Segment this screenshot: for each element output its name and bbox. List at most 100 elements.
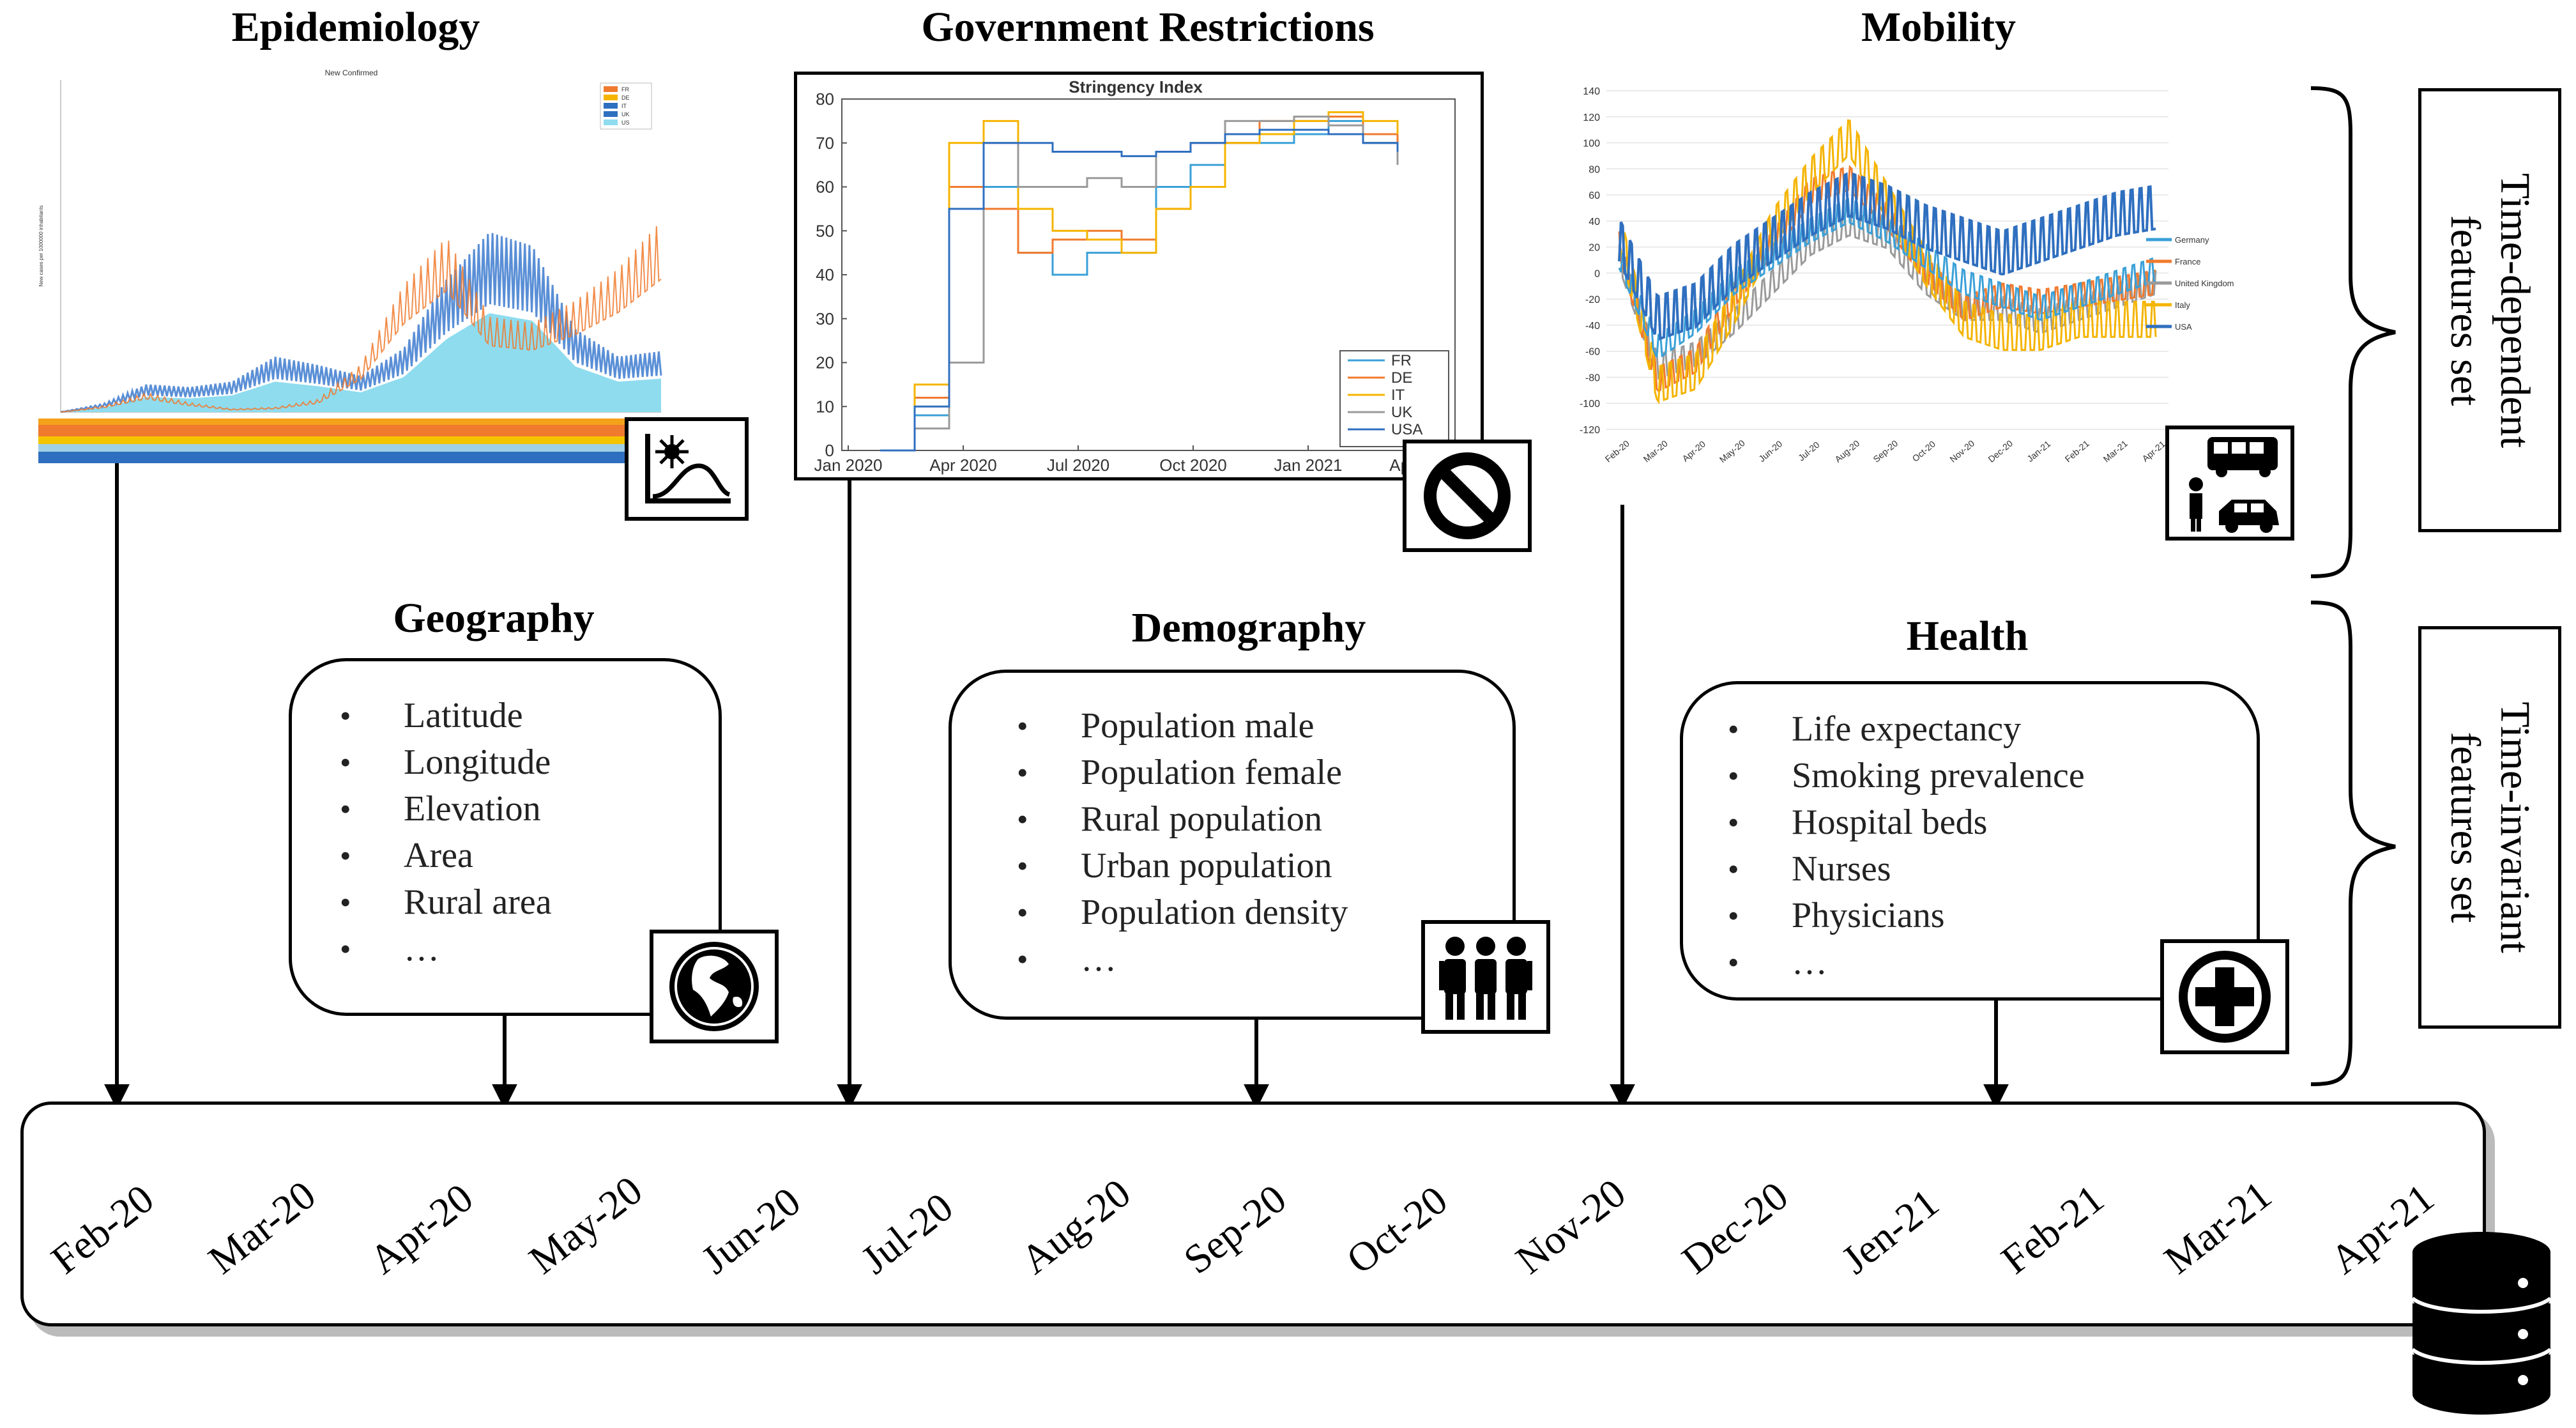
epidemiology-title: Epidemiology (231, 4, 480, 50)
series-line-fr (60, 226, 662, 413)
prohibition-icon (1424, 452, 1511, 539)
y-tick-label: 40 (816, 265, 834, 284)
list-item: Physicians (1728, 893, 2085, 939)
government-restrictions-title: Government Restrictions (921, 4, 1375, 50)
x-tick-label: Oct 2020 (1159, 456, 1227, 475)
list-item: Life expectancy (1728, 706, 2085, 753)
globe-icon (669, 942, 759, 1031)
y-tick-label: 0 (825, 441, 834, 460)
y-tick-label: 100 (1583, 139, 1600, 150)
list-item: Latitude (340, 693, 552, 739)
list-item: Smoking prevalence (1728, 753, 2085, 799)
prohibition-icon-box (1403, 440, 1532, 552)
people-group-icon-box (1421, 920, 1550, 1034)
bus-person-car-icon-box (2165, 426, 2294, 541)
legend-label: USA (1391, 421, 1422, 438)
legend-label: UK (621, 111, 630, 118)
bus-person-car-icon (2189, 437, 2279, 533)
globe-icon-box (650, 930, 779, 1043)
stringency-chart-panel: Stringency Index 0 10 20 30 40 50 60 70 80 Jan 202… (794, 72, 1484, 480)
legend-label: DE (621, 95, 630, 101)
y-tick-label: -100 (1580, 399, 1600, 410)
y-tick-label: 30 (816, 309, 834, 328)
legend-label: Germany (2175, 235, 2209, 245)
y-tick-label: 0 (1594, 268, 1600, 279)
demography-list: Population male Population female Rural … (1017, 703, 1348, 983)
medical-cross-icon (2179, 951, 2271, 1043)
list-item: Hospital beds (1728, 799, 2085, 846)
people-group-icon (1439, 937, 1532, 1020)
legend-swatch (604, 119, 618, 125)
legend-label: France (2175, 257, 2200, 266)
list-item: Urban population (1017, 843, 1348, 889)
legend-label: UK (1391, 404, 1412, 421)
series-line-us (60, 233, 662, 413)
y-tick-label: -120 (1580, 425, 1600, 436)
mobility-title: Mobility (1861, 4, 2016, 50)
mobility-chart: 140120100806040200-20-40-60-80-100-120Fe… (1580, 86, 2234, 464)
health-title: Health (1906, 613, 2029, 659)
geography-title: Geography (393, 595, 595, 641)
legend-swatch (604, 86, 618, 92)
health-list: Life expectancy Smoking prevalence Hospi… (1728, 706, 2085, 986)
legend-label: United Kingdom (2175, 279, 2234, 288)
y-tick-label: -80 (1585, 372, 1600, 383)
y-tick-label: -40 (1585, 321, 1600, 332)
y-tick-label: 70 (816, 134, 834, 153)
y-tick-label: 50 (816, 221, 834, 240)
series-line-germany (1618, 197, 2156, 358)
y-tick-label: 140 (1583, 86, 1600, 97)
epidemic-curve-icon-box (625, 417, 749, 521)
y-tick-label: 20 (816, 353, 834, 372)
x-tick-label: Jan 2021 (1274, 456, 1343, 475)
database-icon (2411, 1232, 2552, 1415)
x-tick-label: Jul 2020 (1047, 456, 1109, 475)
y-tick-label: 60 (1589, 190, 1600, 201)
list-item: … (1728, 939, 2085, 986)
list-item: Longitude (340, 739, 552, 786)
list-item: Population density (1017, 889, 1348, 936)
time-dependent-label-box: Time-dependent features set (2418, 88, 2561, 532)
y-tick-label: 80 (816, 89, 834, 109)
x-tick-label: Jan 2020 (814, 456, 883, 475)
list-item: … (1017, 936, 1348, 983)
legend-label: USA (2175, 322, 2192, 332)
list-item: … (340, 926, 552, 972)
y-tick-label: -20 (1585, 295, 1600, 305)
series-line-usa (1618, 172, 2156, 341)
medical-cross-icon-box (2160, 939, 2289, 1054)
y-axis-label: New cases per 1000000 inhabitants (38, 205, 44, 286)
legend-label: IT (1391, 387, 1405, 404)
list-item: Population female (1017, 749, 1348, 796)
chart-title: New Confirmed (325, 68, 378, 77)
stringency-chart: Stringency Index 0 10 20 30 40 50 60 70 80 Jan 202… (814, 77, 1457, 475)
legend-label: DE (1391, 369, 1412, 387)
list-item: Rural population (1017, 796, 1348, 843)
x-tick-label: Apr 2020 (929, 456, 997, 475)
timeline-box (20, 1102, 2486, 1326)
list-item: Rural area (340, 879, 552, 926)
mobility-chart-panel: 140 120 100 80 60 40 20 0 -20 -40 -60 -80 -100 -120 Fe… (1568, 77, 2264, 505)
y-tick-label: 40 (1589, 217, 1600, 227)
legend-frame (1339, 350, 1449, 447)
legend-label: FR (621, 86, 629, 93)
legend-swatch (604, 111, 618, 117)
list-item: Area (340, 833, 552, 879)
y-tick-label: 80 (1589, 164, 1600, 175)
epidemiology-chart-panel: New Confirmed New cases per 1000000 inhab… (35, 64, 670, 427)
chart-title: Stringency Index (1069, 77, 1203, 96)
epidemic-curve-icon (645, 434, 731, 503)
y-tick-label: 60 (816, 178, 834, 197)
legend-swatch (604, 95, 618, 100)
list-item: Nurses (1728, 846, 2085, 893)
legend-label: IT (621, 103, 627, 109)
y-tick-label: 20 (1589, 243, 1600, 254)
time-invariant-brace (2310, 601, 2396, 1086)
demography-title: Demography (1131, 604, 1366, 651)
series-line-uk (880, 116, 1399, 452)
legend-label: Italy (2175, 300, 2190, 310)
time-invariant-label-box: Time-invariant features set (2418, 626, 2561, 1029)
y-tick-label: 10 (816, 397, 834, 416)
